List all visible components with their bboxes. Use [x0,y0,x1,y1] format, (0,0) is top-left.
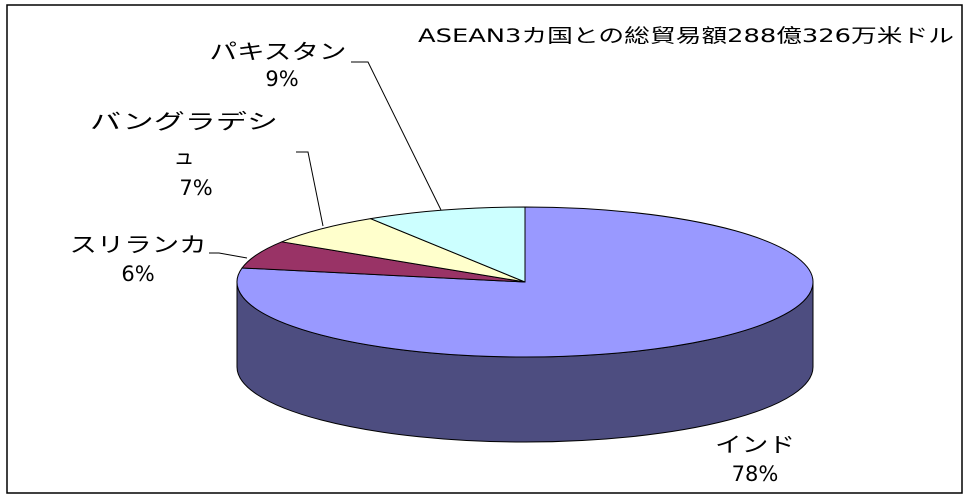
data-labels: インド 78% スリランカ 6% バングラデシュ 7% パキスタン 9% [70,40,796,486]
pie-slice-pakistan [370,206,526,283]
pie-slice-bangladesh [281,218,526,283]
leader-line-sri-lanka [209,252,248,259]
percent-label-bangladesh: 7% [179,176,212,200]
pie-slices [236,206,814,358]
percent-label-pakistan: 9% [265,67,298,91]
category-label-pakistan: パキスタン [210,40,347,64]
chart-title: ASEAN3カ国との総貿易額288億326万米ドル [418,25,954,47]
leader-line-pakistan [351,61,442,211]
percent-label-india: 78% [732,462,779,486]
category-label-sri-lanka: スリランカ [70,233,207,257]
category-label-bangladesh: バングラデシュ [90,110,278,169]
leader-lines [209,61,442,259]
leader-line-bangladesh [296,151,324,227]
category-label-india: インド [715,433,795,457]
percent-label-sri-lanka: 6% [121,262,154,286]
